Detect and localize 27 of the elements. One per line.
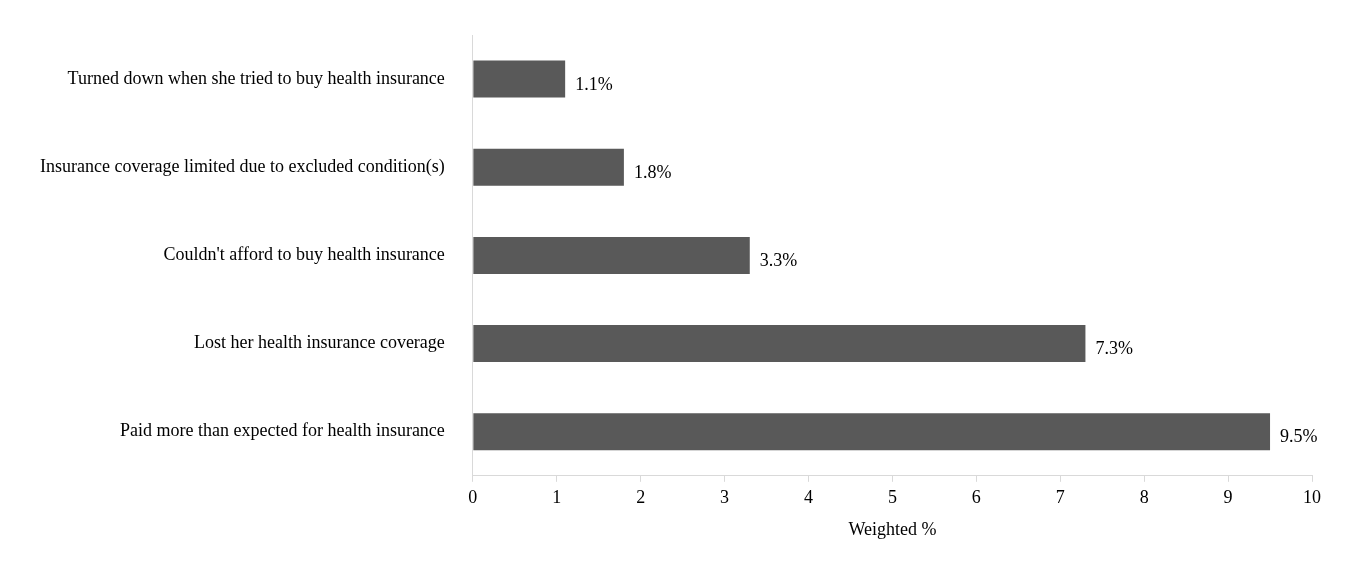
x-axis-title: Weighted % xyxy=(848,518,937,539)
x-tick-label: 5 xyxy=(887,487,897,508)
data-label: 1.8% xyxy=(633,161,672,182)
x-tick-label: 6 xyxy=(971,487,981,508)
bar xyxy=(473,413,1271,451)
bar xyxy=(473,325,1086,363)
data-label: 3.3% xyxy=(759,250,798,271)
x-tick-label: 4 xyxy=(804,487,814,508)
y-tick-label: Turned down when she tried to buy health insurance xyxy=(67,67,445,88)
x-tick-label: 0 xyxy=(468,487,478,508)
x-tick-label: 2 xyxy=(636,487,646,508)
x-tick-label: 7 xyxy=(1055,487,1065,508)
y-tick-label: Insurance coverage limited due to excluded condition(s) xyxy=(39,155,445,177)
x-tick-label: 9 xyxy=(1223,487,1233,508)
bar xyxy=(473,236,750,274)
data-label: 9.5% xyxy=(1280,426,1318,447)
y-tick-label: Lost her health insurance coverage xyxy=(193,332,445,353)
x-tick-label: 3 xyxy=(720,487,730,508)
y-tick-label: Paid more than expected for health insurance xyxy=(119,420,445,441)
x-tick-label: 1 xyxy=(552,487,562,508)
y-tick-label: Couldn't afford to buy health insurance xyxy=(163,244,445,265)
x-tick-label: 8 xyxy=(1139,487,1149,508)
data-label: 1.1% xyxy=(575,73,613,94)
bar xyxy=(473,148,624,186)
x-tick-label: 10 xyxy=(1303,487,1321,508)
bar xyxy=(473,60,566,98)
data-label: 7.3% xyxy=(1095,338,1133,359)
